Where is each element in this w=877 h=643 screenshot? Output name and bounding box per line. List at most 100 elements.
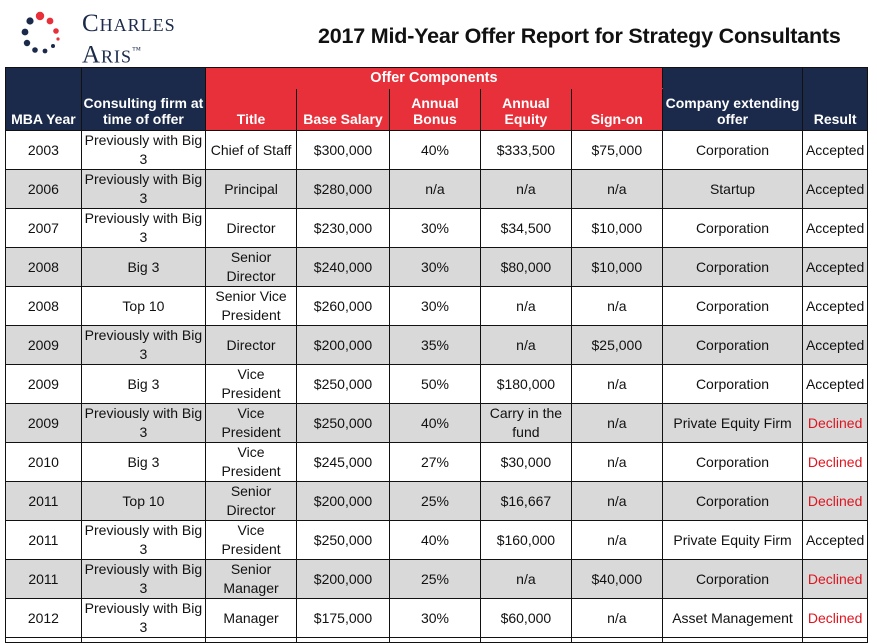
cell-annual-equity: Carry in the fund [479,403,572,443]
cell-annual-bonus: 30% [388,286,481,326]
report-title: 2017 Mid-Year Offer Report for Strategy … [318,24,841,48]
header-result: Result [802,67,868,131]
partial-cell [661,637,804,643]
cell-title: Director [205,325,298,365]
cell-mba-year: 2006 [5,169,82,209]
cell-base-salary: $300,000 [296,130,390,170]
partial-cell [80,637,207,643]
header-mba-year: MBA Year [5,67,82,131]
cell-annual-equity: n/a [479,286,572,326]
cell-result: Accepted [802,130,868,170]
table-row: 2009 Big 3 Vice President $250,000 50% $180,0… [5,364,868,404]
cell-mba-year: 2011 [5,559,82,599]
cell-sign-on: $10,000 [570,247,663,287]
header-annual-bonus: Annual Bonus [388,88,481,131]
cell-base-salary: $240,000 [296,247,390,287]
table-row: 2009 Previously with Big 3 Vice President $… [5,403,868,443]
cell-sign-on: n/a [570,169,663,209]
cell-annual-equity: $60,000 [479,598,572,638]
partial-cell [802,637,868,643]
offer-table: MBA Year Consulting firm at time of offe… [5,67,868,643]
cell-consulting-firm: Previously with Big 3 [80,208,207,248]
cell-annual-equity: $16,667 [479,481,572,521]
cell-annual-equity: $80,000 [479,247,572,287]
cell-company: Asset Management [661,598,804,638]
cell-company: Corporation [661,325,804,365]
cell-sign-on: $75,000 [570,130,663,170]
partial-row [5,637,868,643]
cell-consulting-firm: Previously with Big 3 [80,403,207,443]
cell-result: Accepted [802,169,868,209]
cell-annual-equity: $333,500 [479,130,572,170]
cell-base-salary: $200,000 [296,325,390,365]
cell-title: Principal [205,169,298,209]
partial-cell [388,637,481,643]
cell-sign-on: n/a [570,481,663,521]
cell-annual-equity: $180,000 [479,364,572,404]
cell-annual-equity: n/a [479,169,572,209]
cell-result: Declined [802,442,868,482]
partial-cell [296,637,390,643]
cell-title: Senior Director [205,247,298,287]
cell-title: Vice President [205,403,298,443]
cell-mba-year: 2007 [5,208,82,248]
cell-annual-bonus: 27% [388,442,481,482]
table-row: 2008 Top 10 Senior Vice President $260,000 3… [5,286,868,326]
cell-annual-bonus: n/a [388,169,481,209]
partial-cell [205,637,298,643]
cell-consulting-firm: Previously with Big 3 [80,325,207,365]
cell-mba-year: 2008 [5,247,82,287]
trademark-mark: ™ [132,45,141,55]
cell-consulting-firm: Big 3 [80,364,207,404]
cell-base-salary: $175,000 [296,598,390,638]
dots-logo-icon [21,11,60,54]
cell-consulting-firm: Top 10 [80,286,207,326]
cell-annual-bonus: 30% [388,208,481,248]
table-row: 2011 Top 10 Senior Director $200,000 25% $16,… [5,481,868,521]
cell-mba-year: 2008 [5,286,82,326]
cell-annual-equity: $160,000 [479,520,572,560]
table-row: 2011 Previously with Big 3 Vice President $… [5,520,868,560]
table-row: 2008 Big 3 Senior Director $240,000 30% $80,0… [5,247,868,287]
report-header: Charles Aris™ 2017 Mid-Year Offer Report… [0,0,877,68]
cell-mba-year: 2010 [5,442,82,482]
cell-base-salary: $200,000 [296,559,390,599]
cell-sign-on: n/a [570,520,663,560]
cell-company: Corporation [661,208,804,248]
cell-mba-year: 2009 [5,403,82,443]
cell-annual-bonus: 30% [388,247,481,287]
cell-consulting-firm: Top 10 [80,481,207,521]
cell-result: Accepted [802,520,868,560]
cell-company: Corporation [661,286,804,326]
cell-result: Declined [802,403,868,443]
cell-consulting-firm: Big 3 [80,442,207,482]
cell-mba-year: 2009 [5,364,82,404]
cell-result: Declined [802,559,868,599]
cell-title: Chief of Staff [205,130,298,170]
cell-annual-bonus: 30% [388,598,481,638]
cell-result: Declined [802,598,868,638]
logo-line-1: Charles [82,10,176,37]
table-row: 2003 Previously with Big 3 Chief of Staff $… [5,130,868,170]
charles-aris-logo: Charles Aris™ [18,8,198,68]
cell-company: Corporation [661,442,804,482]
cell-title: Manager [205,598,298,638]
cell-base-salary: $260,000 [296,286,390,326]
partial-cell [479,637,572,643]
header-consulting-firm: Consulting firm at time of offer [80,67,207,131]
cell-mba-year: 2003 [5,130,82,170]
partial-cell [5,637,82,643]
header-annual-equity: Annual Equity [479,88,572,131]
cell-title: Vice President [205,364,298,404]
cell-consulting-firm: Previously with Big 3 [80,130,207,170]
cell-annual-equity: $34,500 [479,208,572,248]
partial-cell [570,637,663,643]
cell-annual-equity: n/a [479,559,572,599]
cell-result: Accepted [802,247,868,287]
cell-title: Senior Manager [205,559,298,599]
cell-base-salary: $200,000 [296,481,390,521]
cell-sign-on: n/a [570,442,663,482]
cell-company: Corporation [661,247,804,287]
cell-sign-on: n/a [570,598,663,638]
logo-wordmark: Charles Aris™ [82,11,176,68]
